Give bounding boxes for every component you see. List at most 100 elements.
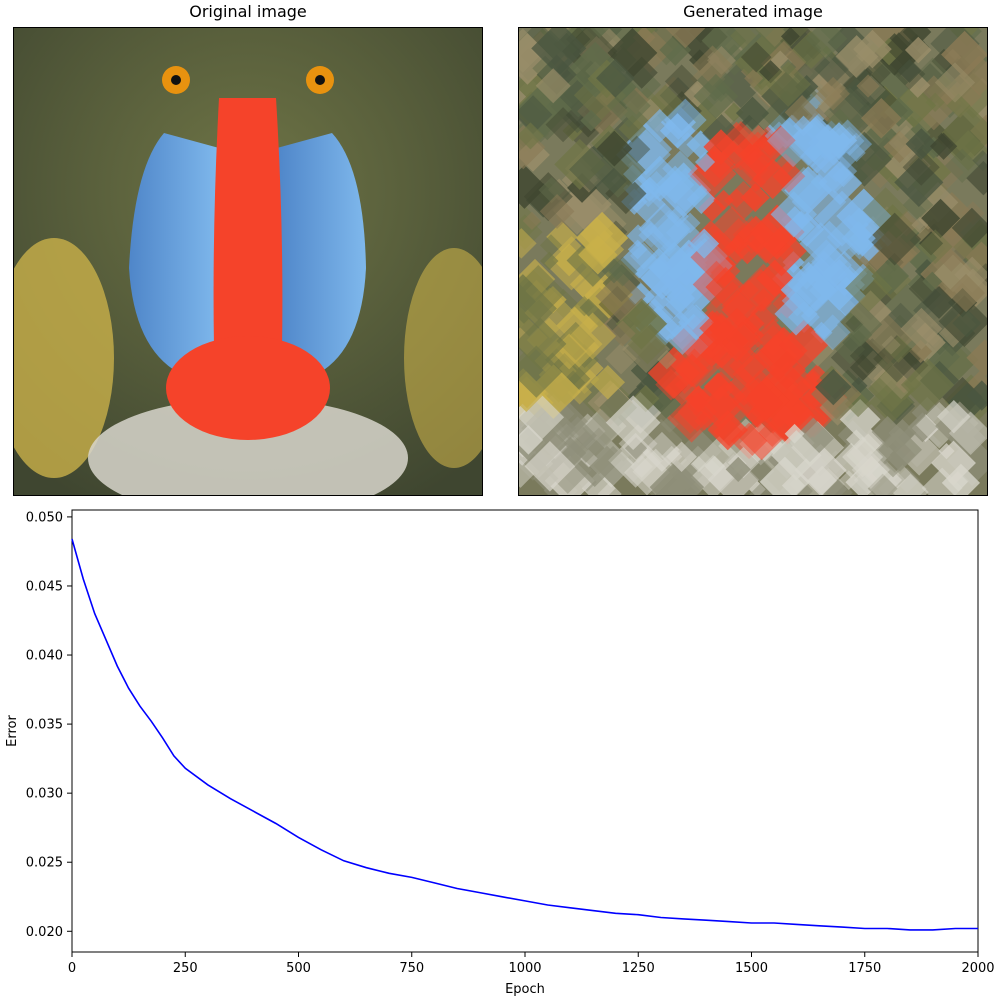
x-tick-label: 1000	[508, 961, 541, 976]
mosaic-diamond	[662, 150, 698, 187]
mosaic-diamond	[725, 456, 751, 482]
mosaic-diamond	[905, 128, 938, 160]
mosaic-diamond	[701, 28, 747, 63]
mosaic-diamond	[891, 83, 937, 128]
mosaic-diamond	[929, 132, 958, 160]
x-tick-label: 250	[173, 961, 198, 976]
plot-area	[71, 509, 979, 953]
mosaic-diamond	[607, 28, 658, 78]
generated-image	[518, 27, 988, 496]
mosaic-diamond	[793, 115, 814, 137]
mosaic-diamond	[902, 148, 940, 186]
mosaic-diamond	[664, 64, 699, 99]
mosaic-diamond	[834, 334, 866, 365]
mosaic-diamond	[659, 33, 692, 66]
mosaic-diamond	[846, 429, 867, 450]
x-tick-label: 1250	[622, 961, 655, 976]
mosaic-diamond	[730, 28, 757, 50]
mosaic-diamond	[548, 288, 578, 318]
mosaic-diamond	[677, 392, 718, 432]
y-axis-label: Error	[5, 715, 20, 747]
mosaic-diamond	[781, 166, 827, 213]
mosaic-diamond	[666, 280, 691, 305]
mosaic-diamond	[642, 109, 677, 143]
mosaic-diamond	[558, 416, 597, 456]
mosaic-diamond	[713, 189, 734, 211]
mosaic-diamond	[938, 443, 955, 460]
mosaic-diamond	[624, 437, 648, 460]
mosaic-diamond	[825, 478, 853, 495]
mosaic-diamond	[627, 324, 668, 365]
mosaic-diamond	[732, 377, 783, 428]
mosaic-diamond	[770, 364, 825, 419]
mosaic-diamond	[689, 228, 720, 259]
mosaic-diamond	[569, 430, 602, 463]
mosaic-diamond	[937, 399, 971, 434]
mosaic-diamond	[784, 94, 820, 130]
mosaic-diamond	[862, 187, 909, 234]
mosaic-diamond	[871, 415, 904, 449]
mosaic-diamond	[748, 458, 775, 484]
mosaic-diamond	[629, 242, 658, 270]
mosaic-diamond	[657, 349, 677, 370]
mosaic-diamond	[911, 216, 929, 234]
mosaic-diamond	[590, 28, 610, 38]
mosaic-diamond	[659, 113, 696, 149]
mosaic-diamond	[772, 159, 806, 193]
mosaic-diamond	[545, 107, 581, 143]
mosaic-diamond	[609, 320, 636, 347]
mosaic-diamond	[699, 310, 735, 346]
mosaic-diamond	[665, 28, 706, 49]
mosaic-diamond	[868, 212, 922, 266]
mosaic-diamond	[735, 96, 770, 130]
mosaic-diamond	[944, 148, 980, 184]
x-axis-ticks: 0 250 500 750 1000 1250 1500 1750 2000	[68, 952, 995, 976]
mosaic-diamond	[921, 467, 963, 495]
mosaic-diamond	[765, 61, 811, 107]
mosaic-diamond	[805, 28, 848, 60]
mosaic-diamond	[519, 33, 554, 85]
mosaic-diamond	[519, 95, 553, 135]
mosaic-diamond	[692, 45, 733, 86]
mosaic-diamond	[605, 395, 661, 451]
mosaic-diamond	[728, 234, 749, 255]
mosaic-diamond	[941, 30, 987, 79]
x-tick-label: 1500	[735, 961, 768, 976]
mosaic-diamond	[951, 207, 987, 248]
mosaic-diamond	[680, 304, 706, 330]
mosaic-diamond	[917, 229, 953, 265]
mosaic-diamond	[893, 58, 926, 90]
mosaic-diamond	[710, 312, 732, 334]
mosaic-diamond	[881, 335, 901, 355]
mosaic-diamond	[893, 441, 912, 459]
mosaic-diamond	[636, 155, 683, 202]
mosaic-diamond	[666, 441, 697, 473]
mosaic-diamond	[768, 50, 793, 75]
mosaic-diamond	[952, 308, 982, 338]
mosaic-diamond	[539, 234, 563, 257]
mosaic-diamond	[849, 323, 873, 347]
x-tick-label: 750	[399, 961, 424, 976]
mosaic-diamond	[725, 28, 760, 50]
mosaic-diamond	[596, 130, 633, 167]
y-tick-label: 0.040	[26, 649, 63, 664]
mosaic-diamond	[550, 402, 589, 441]
mosaic-diamond	[638, 222, 664, 249]
original-image-title: Original image	[189, 2, 307, 21]
mosaic-diamond	[965, 241, 987, 273]
mosaic-diamond	[894, 157, 944, 207]
mosaic-diamond	[531, 28, 587, 76]
mosaic-diamond	[966, 339, 987, 377]
mosaic-diamond	[674, 132, 701, 158]
mosaic-diamond	[934, 62, 976, 103]
mosaic-diamond	[900, 307, 943, 350]
mosaic-diamond	[814, 190, 870, 247]
mosaic-diamond	[711, 83, 731, 103]
mosaic-diamond	[655, 368, 687, 401]
mosaic-diamond	[920, 198, 961, 238]
mosaic-diamond	[519, 459, 535, 488]
mosaic-diamond	[519, 264, 566, 321]
mosaic-diamond	[692, 260, 741, 309]
mosaic-diamond	[705, 266, 746, 308]
y-axis-ticks: 0.020 0.025 0.030 0.035 0.040 0.045 0.050	[26, 510, 72, 940]
